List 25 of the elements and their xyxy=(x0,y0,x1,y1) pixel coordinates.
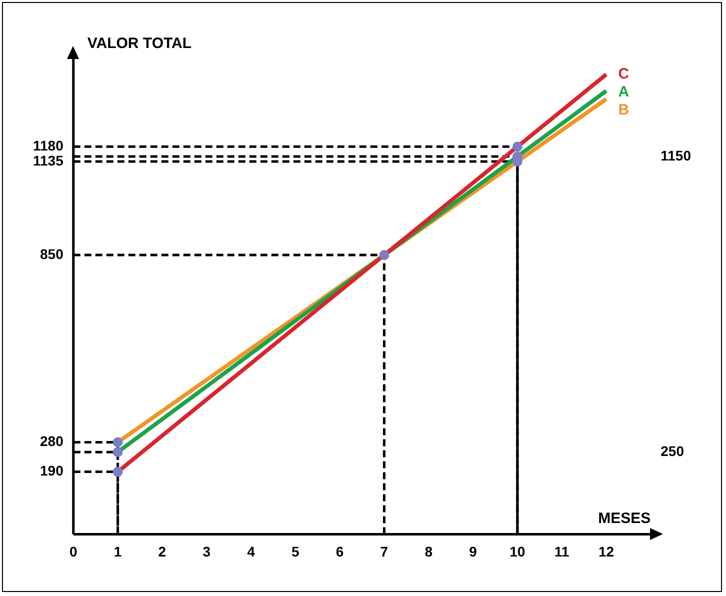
series-label: C xyxy=(618,66,630,83)
x-tick-label: 5 xyxy=(291,543,300,560)
x-tick-label: 8 xyxy=(424,543,433,560)
y-tick-label: 190 xyxy=(40,462,64,479)
x-tick-label: 9 xyxy=(469,543,478,560)
y-tick-label: 1135 xyxy=(32,152,64,168)
x-tick-label: 7 xyxy=(380,543,388,560)
series-label: A xyxy=(618,84,630,101)
series-label: B xyxy=(618,102,630,119)
y2-tick-label: 1150 xyxy=(660,147,692,164)
x-tick-label: 12 xyxy=(598,543,614,560)
x-tick-label: 6 xyxy=(336,543,344,560)
x-tick-label: 1 xyxy=(114,543,122,560)
y-axis-title: VALOR TOTAL xyxy=(87,35,192,52)
y-tick-label: 280 xyxy=(40,433,64,450)
x-axis-title: MESES xyxy=(598,510,651,527)
y-tick-label: 1180 xyxy=(32,138,64,154)
x-tick-label: 2 xyxy=(158,543,166,560)
y2-tick-label: 250 xyxy=(660,442,684,459)
x-tick-label: 0 xyxy=(69,543,78,560)
x-tick-label: 3 xyxy=(202,543,211,560)
x-tick-label: 4 xyxy=(247,543,256,560)
y-tick-label: 850 xyxy=(40,246,64,262)
x-tick-label: 11 xyxy=(554,543,570,560)
x-tick-label: 10 xyxy=(510,543,526,560)
